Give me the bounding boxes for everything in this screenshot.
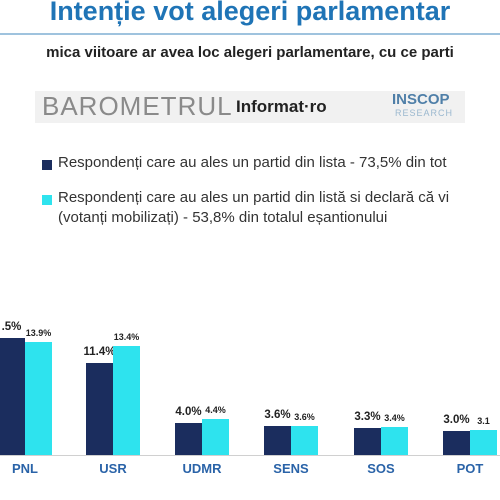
value-label-pnl-series-1: .5% [1,320,22,333]
value-label-sos-series-1: 3.3% [354,411,381,424]
category-label-usr: USR [99,461,127,476]
chart-subtitle: mica viitoare ar avea loc alegeri parlam… [46,44,454,61]
value-label-pot-series-1: 3.0% [443,413,470,426]
category-label-sos: SOS [367,461,395,476]
chart-title: Intenție vot alegeri parlamentar [49,0,451,26]
legend-label-series-2-line-2: (votanți mobilizați) - 53,8% din totalul… [58,209,388,226]
category-label-udmr: UDMR [182,461,222,476]
value-label-usr-series-1: 11.4% [83,345,116,358]
bar-usr-series-1 [86,362,113,455]
barometrul-logo: BAROMETRUL [42,91,233,121]
bar-sens-series-2 [291,425,318,455]
title-underline [0,33,500,35]
value-label-sens-series-1: 3.6% [264,408,291,421]
inscop-logo: INSCOP [392,91,450,108]
value-label-usr-series-2: 13.4% [113,332,140,343]
value-label-pot-series-2: 3.1 [477,415,490,426]
inscop-research-label: RESEARCH [395,108,454,118]
bar-sos-series-1 [354,428,381,455]
category-label-pot: POT [456,461,484,476]
bar-pot-series-1 [443,430,470,455]
bar-pnl-series-2 [25,342,52,455]
legend-label-series-2-line-1: Respondenți care au ales un partid din l… [58,189,450,206]
category-label-sens: SENS [273,461,309,476]
legend-swatch-series-1 [42,160,52,170]
informat-logo: Informat·ro [236,97,327,116]
bar-udmr-series-1 [175,422,202,455]
legend-label-series-1: Respondenți care au ales un partid din l… [58,154,447,171]
value-label-sens-series-2: 3.6% [294,411,315,422]
bar-udmr-series-2 [202,419,229,455]
value-label-udmr-series-1: 4.0% [175,405,202,418]
bar-sos-series-2 [381,427,408,455]
value-label-udmr-series-2: 4.4% [205,405,226,416]
bar-sens-series-1 [264,425,291,455]
legend-swatch-series-2 [42,195,52,205]
logo-band [35,91,465,123]
category-label-pnl: PNL [12,461,38,476]
bar-pnl-series-1 [0,337,25,455]
x-axis-line [0,455,500,456]
bar-pot-series-2 [470,429,497,455]
value-label-sos-series-2: 3.4% [384,413,405,424]
bar-usr-series-2 [113,346,140,455]
value-label-pnl-series-2: 13.9% [25,328,52,339]
